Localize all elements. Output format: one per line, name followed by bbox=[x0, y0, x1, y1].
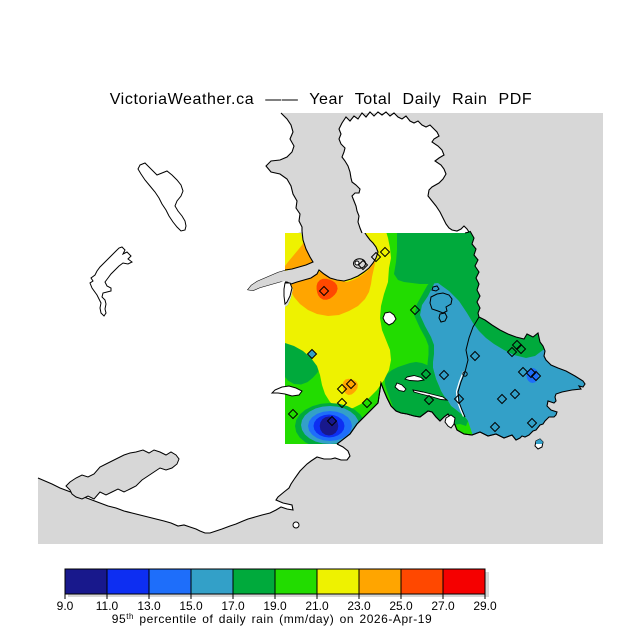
svg-text:15.0: 15.0 bbox=[179, 599, 203, 613]
svg-text:29.0: 29.0 bbox=[473, 599, 497, 613]
svg-text:11.0: 11.0 bbox=[96, 599, 119, 613]
svg-text:13.0: 13.0 bbox=[137, 599, 161, 613]
svg-text:17.0: 17.0 bbox=[221, 599, 245, 613]
svg-text:9.0: 9.0 bbox=[57, 599, 74, 613]
svg-text:95th percentile of daily rain: 95th percentile of daily rain (mm/day) o… bbox=[112, 612, 432, 626]
svg-text:27.0: 27.0 bbox=[431, 599, 455, 613]
svg-text:25.0: 25.0 bbox=[389, 599, 413, 613]
svg-text:21.0: 21.0 bbox=[305, 599, 329, 613]
svg-text:VictoriaWeather.ca —— Year Tot: VictoriaWeather.ca —— Year Total Daily R… bbox=[110, 91, 533, 108]
svg-text:23.0: 23.0 bbox=[347, 599, 371, 613]
svg-text:19.0: 19.0 bbox=[263, 599, 287, 613]
